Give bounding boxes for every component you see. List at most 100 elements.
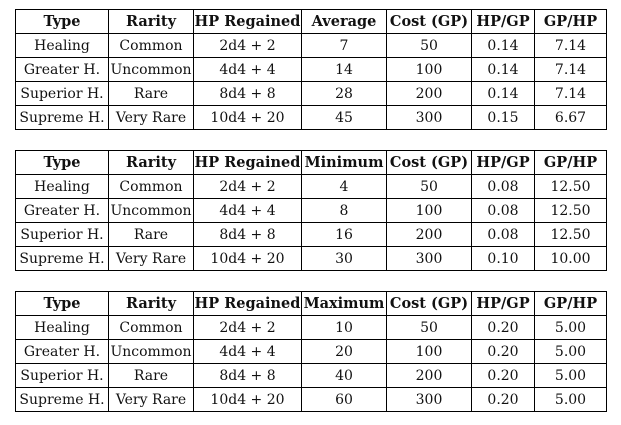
table-row: Healing Common 2d4 + 2 10 50 0.20 5.00	[15, 315, 607, 340]
cell-maximum: 60	[301, 387, 387, 412]
cell-hp-regained: 4d4 + 4	[193, 198, 302, 223]
table-row: Greater H. Uncommon 4d4 + 4 14 100 0.14 …	[15, 57, 607, 82]
cell-gp-per-hp: 5.00	[534, 363, 607, 388]
table-row: Supreme H. Very Rare 10d4 + 20 30 300 0.…	[15, 246, 607, 271]
header-gp-per-hp: GP/HP	[534, 150, 607, 175]
table-header-row: Type Rarity HP Regained Minimum Cost (GP…	[15, 150, 607, 175]
header-cost: Cost (GP)	[386, 150, 472, 175]
cell-rarity: Uncommon	[108, 198, 194, 223]
table-row: Greater H. Uncommon 4d4 + 4 20 100 0.20 …	[15, 339, 607, 364]
header-rarity: Rarity	[108, 150, 194, 175]
header-cost: Cost (GP)	[386, 291, 472, 316]
table-row: Healing Common 2d4 + 2 4 50 0.08 12.50	[15, 174, 607, 199]
cell-hp-regained: 8d4 + 8	[193, 363, 302, 388]
cell-hp-per-gp: 0.15	[471, 105, 535, 130]
cell-hp-per-gp: 0.20	[471, 315, 535, 340]
cell-average: 28	[301, 81, 387, 106]
cell-maximum: 10	[301, 315, 387, 340]
cell-hp-regained: 10d4 + 20	[193, 246, 302, 271]
cell-gp-per-hp: 7.14	[534, 81, 607, 106]
header-hp-regained: HP Regained	[193, 291, 302, 316]
cell-minimum: 16	[301, 222, 387, 247]
cell-hp-regained: 2d4 + 2	[193, 315, 302, 340]
header-maximum: Maximum	[301, 291, 387, 316]
header-type: Type	[15, 9, 109, 34]
cell-hp-regained: 4d4 + 4	[193, 57, 302, 82]
header-rarity: Rarity	[108, 9, 194, 34]
cell-gp-per-hp: 7.14	[534, 57, 607, 82]
cell-type: Greater H.	[15, 198, 109, 223]
cell-gp-per-hp: 6.67	[534, 105, 607, 130]
cell-rarity: Common	[108, 315, 194, 340]
cell-hp-per-gp: 0.14	[471, 81, 535, 106]
table-header-row: Type Rarity HP Regained Maximum Cost (GP…	[15, 291, 607, 316]
cell-gp-per-hp: 10.00	[534, 246, 607, 271]
cell-hp-per-gp: 0.08	[471, 174, 535, 199]
header-gp-per-hp: GP/HP	[534, 291, 607, 316]
cell-minimum: 30	[301, 246, 387, 271]
cell-maximum: 40	[301, 363, 387, 388]
cell-hp-per-gp: 0.14	[471, 33, 535, 58]
header-type: Type	[15, 150, 109, 175]
cell-type: Healing	[15, 33, 109, 58]
cell-hp-regained: 10d4 + 20	[193, 105, 302, 130]
cell-rarity: Common	[108, 33, 194, 58]
cell-hp-per-gp: 0.20	[471, 387, 535, 412]
cell-hp-per-gp: 0.14	[471, 57, 535, 82]
potion-table-minimum: Type Rarity HP Regained Minimum Cost (GP…	[15, 150, 607, 271]
table-row: Healing Common 2d4 + 2 7 50 0.14 7.14	[15, 33, 607, 58]
cell-rarity: Very Rare	[108, 105, 194, 130]
cell-rarity: Common	[108, 174, 194, 199]
potion-table-maximum: Type Rarity HP Regained Maximum Cost (GP…	[15, 291, 607, 412]
header-cost: Cost (GP)	[386, 9, 472, 34]
cell-hp-per-gp: 0.08	[471, 222, 535, 247]
cell-cost: 200	[386, 363, 472, 388]
cell-gp-per-hp: 12.50	[534, 174, 607, 199]
cell-type: Superior H.	[15, 222, 109, 247]
cell-cost: 200	[386, 81, 472, 106]
cell-hp-regained: 8d4 + 8	[193, 222, 302, 247]
cell-cost: 100	[386, 198, 472, 223]
cell-cost: 300	[386, 246, 472, 271]
header-gp-per-hp: GP/HP	[534, 9, 607, 34]
cell-type: Healing	[15, 315, 109, 340]
header-hp-per-gp: HP/GP	[471, 9, 535, 34]
cell-gp-per-hp: 12.50	[534, 222, 607, 247]
cell-type: Supreme H.	[15, 105, 109, 130]
cell-rarity: Uncommon	[108, 339, 194, 364]
table-row: Greater H. Uncommon 4d4 + 4 8 100 0.08 1…	[15, 198, 607, 223]
cell-rarity: Very Rare	[108, 387, 194, 412]
table-row: Supreme H. Very Rare 10d4 + 20 45 300 0.…	[15, 105, 607, 130]
header-hp-per-gp: HP/GP	[471, 150, 535, 175]
cell-hp-regained: 4d4 + 4	[193, 339, 302, 364]
header-hp-regained: HP Regained	[193, 150, 302, 175]
cell-rarity: Rare	[108, 363, 194, 388]
cell-type: Supreme H.	[15, 246, 109, 271]
cell-average: 45	[301, 105, 387, 130]
cell-type: Greater H.	[15, 339, 109, 364]
cell-gp-per-hp: 5.00	[534, 387, 607, 412]
cell-hp-regained: 8d4 + 8	[193, 81, 302, 106]
cell-gp-per-hp: 7.14	[534, 33, 607, 58]
table-row: Superior H. Rare 8d4 + 8 16 200 0.08 12.…	[15, 222, 607, 247]
cell-type: Superior H.	[15, 81, 109, 106]
cell-gp-per-hp: 12.50	[534, 198, 607, 223]
cell-cost: 200	[386, 222, 472, 247]
cell-rarity: Very Rare	[108, 246, 194, 271]
cell-cost: 50	[386, 33, 472, 58]
cell-hp-per-gp: 0.20	[471, 363, 535, 388]
cell-type: Healing	[15, 174, 109, 199]
cell-hp-regained: 2d4 + 2	[193, 33, 302, 58]
cell-cost: 50	[386, 315, 472, 340]
header-hp-per-gp: HP/GP	[471, 291, 535, 316]
header-rarity: Rarity	[108, 291, 194, 316]
cell-type: Supreme H.	[15, 387, 109, 412]
header-hp-regained: HP Regained	[193, 9, 302, 34]
header-average: Average	[301, 9, 387, 34]
cell-hp-per-gp: 0.20	[471, 339, 535, 364]
cell-cost: 300	[386, 105, 472, 130]
cell-cost: 50	[386, 174, 472, 199]
cell-cost: 100	[386, 339, 472, 364]
cell-average: 14	[301, 57, 387, 82]
cell-rarity: Rare	[108, 222, 194, 247]
